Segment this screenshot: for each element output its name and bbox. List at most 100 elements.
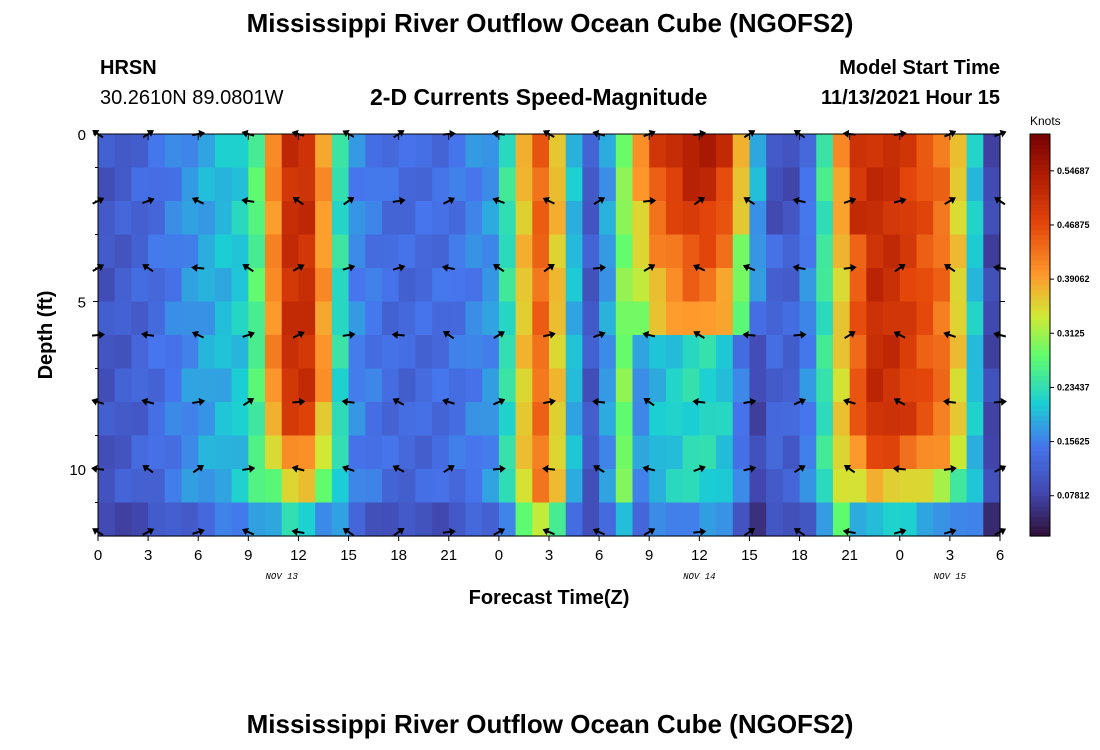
heatmap-cell: [799, 368, 817, 403]
heatmap-cell: [582, 335, 600, 370]
heatmap-cell: [214, 335, 233, 370]
current-arrow: [292, 397, 306, 406]
heatmap-cell: [816, 368, 834, 403]
heatmap-cell: [549, 201, 567, 236]
heatmap-cell: [866, 268, 884, 303]
heatmap-cell: [114, 134, 132, 169]
current-arrow: [643, 264, 656, 272]
current-arrow: [642, 330, 656, 339]
heatmap-cell: [265, 502, 283, 537]
date-label: NOV 15: [934, 572, 967, 582]
heatmap-cell: [198, 502, 216, 537]
heatmap-cell: [832, 435, 851, 470]
colorbar-tick-label: 0.54687: [1057, 166, 1090, 176]
heatmap-cell: [515, 402, 533, 437]
heatmap-cell: [265, 368, 283, 403]
heatmap-cell: [114, 301, 132, 336]
heatmap-cell: [231, 402, 249, 437]
heatmap-cell: [148, 402, 166, 437]
heatmap-cell: [214, 402, 233, 437]
heatmap-cell: [498, 134, 517, 169]
heatmap-cell: [632, 201, 650, 236]
heatmap-cell: [265, 167, 283, 202]
colorbar-segment: [1030, 355, 1050, 361]
x-tick-label: 0: [495, 547, 503, 564]
heatmap-cell: [432, 301, 450, 336]
x-tick-label: 3: [144, 547, 152, 564]
x-tick-label: 3: [946, 547, 954, 564]
heatmap-cell: [164, 469, 183, 504]
heatmap-cell: [749, 469, 767, 504]
colorbar-segment: [1030, 450, 1050, 457]
heatmap-cell: [565, 134, 583, 169]
colorbar-segment: [1030, 360, 1050, 366]
heatmap-cell: [381, 368, 400, 403]
current-arrow: [693, 464, 706, 473]
colorbar-segment: [1030, 189, 1050, 195]
current-arrow: [392, 196, 406, 205]
heatmap-cell: [532, 201, 550, 236]
colorbar-segment: [1030, 480, 1050, 487]
heatmap-cell: [699, 268, 717, 303]
heatmap-cell: [766, 469, 784, 504]
current-arrow: [792, 263, 806, 272]
heatmap-cell: [465, 435, 483, 470]
heatmap-cell: [498, 268, 517, 303]
heatmap-cell: [549, 402, 567, 437]
heatmap-cell: [649, 167, 667, 202]
current-arrow: [842, 527, 856, 536]
heatmap-cell: [866, 167, 884, 202]
heatmap-cell: [899, 167, 918, 202]
heatmap-cell: [966, 469, 984, 504]
heatmap-cell: [248, 301, 266, 336]
heatmap-cell: [582, 201, 600, 236]
heatmap-cell: [682, 268, 700, 303]
heatmap-cell: [181, 268, 199, 303]
current-arrow: [241, 527, 255, 536]
heatmap-cell: [682, 201, 700, 236]
heatmap-cell: [716, 134, 734, 169]
heatmap-cell: [432, 469, 450, 504]
heatmap-cell: [615, 402, 634, 437]
heatmap-cell: [565, 268, 583, 303]
colorbar-tick-label: 0.46875: [1057, 220, 1090, 230]
heatmap-cell: [599, 368, 617, 403]
x-tick-label: 9: [244, 547, 252, 564]
x-axis-label: Forecast Time(Z): [469, 587, 630, 609]
heatmap-cell: [281, 335, 300, 370]
current-arrow: [291, 464, 305, 473]
heatmap-cell: [198, 234, 216, 269]
colorbar-segment: [1030, 415, 1050, 422]
colorbar-frame: [1029, 133, 1051, 537]
heatmap-cell: [515, 167, 533, 202]
current-arrow: [292, 264, 305, 272]
heatmap-cell: [164, 502, 183, 537]
heatmap-cell: [983, 234, 1001, 269]
current-arrow: [944, 264, 956, 273]
heatmap-cell: [682, 435, 700, 470]
current-arrow: [341, 464, 355, 473]
heatmap-cell: [331, 335, 350, 370]
heatmap-cell: [832, 502, 851, 537]
heatmap-cell: [866, 402, 884, 437]
heatmap-cell: [148, 268, 166, 303]
heatmap-cell: [832, 268, 851, 303]
heatmap-cell: [916, 435, 934, 470]
heatmap-cell: [599, 301, 617, 336]
heatmap-cell: [582, 435, 600, 470]
heatmap-cell: [983, 167, 1001, 202]
current-arrow: [492, 464, 506, 473]
heatmap-cell: [114, 502, 132, 537]
heatmap-cell: [699, 134, 717, 169]
heatmap-cell: [933, 469, 951, 504]
heatmap-cell: [98, 234, 116, 269]
heatmap-cell: [281, 435, 300, 470]
model-start-time: 11/13/2021 Hour 15: [820, 87, 1000, 109]
current-arrow: [994, 528, 1007, 536]
heatmap-cell: [632, 502, 650, 537]
heatmap-cell: [615, 335, 634, 370]
heatmap-cell: [331, 234, 350, 269]
current-arrow: [793, 330, 807, 339]
heatmap-cell: [498, 402, 517, 437]
heatmap-cell: [248, 134, 266, 169]
